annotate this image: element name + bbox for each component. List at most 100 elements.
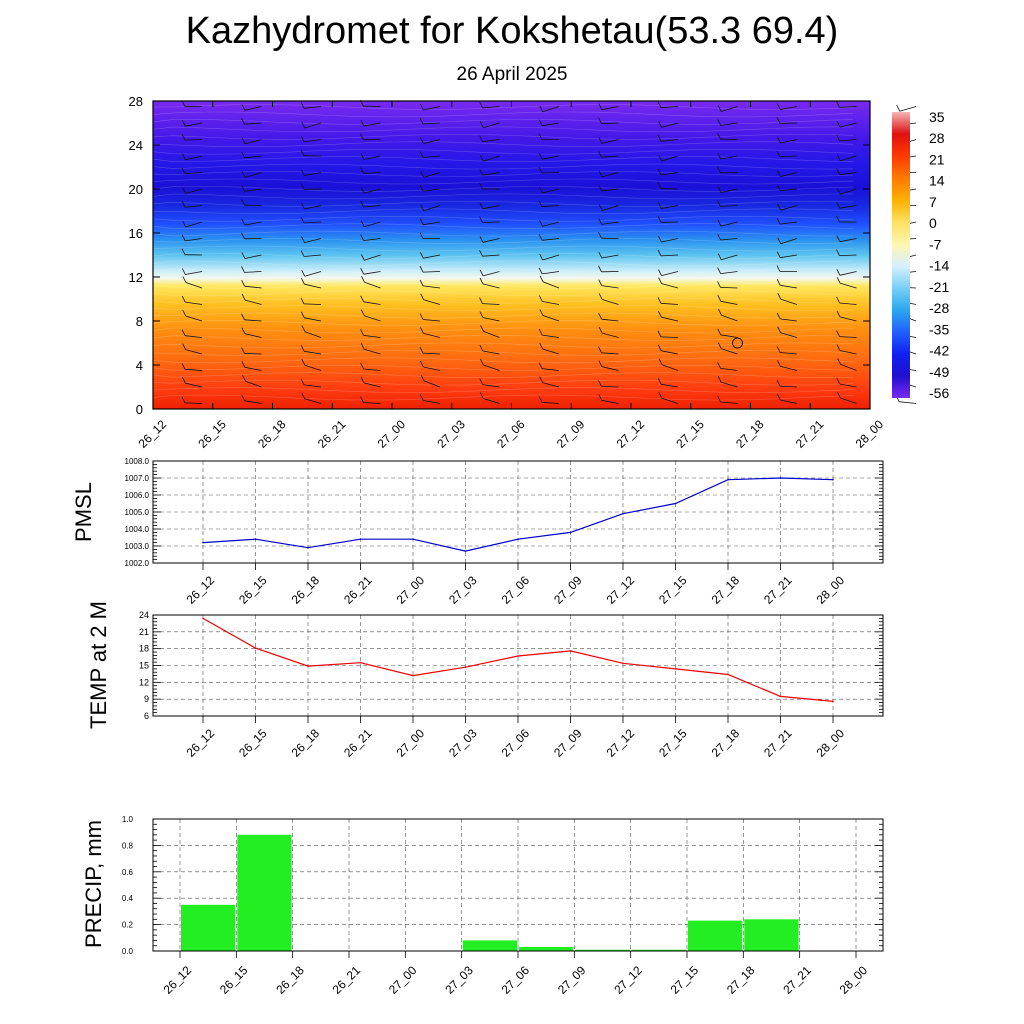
wind-barb — [601, 122, 619, 124]
wind-barb-flag — [658, 235, 662, 243]
wind-barb — [899, 106, 917, 112]
wind-barb-flag — [301, 278, 305, 285]
precip-bar — [688, 920, 743, 951]
wind-barb — [720, 334, 738, 338]
pmsl-panel: 1002.0 1003.0 1004.0 1005.0 1006.0 1007.0 1008… — [71, 457, 884, 607]
data-point — [464, 666, 467, 668]
y-tick-label: 16 — [129, 226, 143, 241]
data-point — [779, 477, 782, 479]
wind-barb — [422, 352, 441, 355]
x-tick-label: 27_15 — [656, 573, 690, 607]
wind-barb-flag — [598, 151, 602, 158]
wind-barb-flag — [300, 102, 305, 109]
wind-barb-flag — [181, 234, 186, 242]
colorbar-label: -42 — [929, 343, 949, 359]
wind-barb — [185, 349, 203, 355]
wind-barb-flag — [241, 104, 246, 111]
wind-barb — [660, 106, 679, 109]
contour-line — [152, 394, 854, 401]
precip-bar — [237, 834, 292, 951]
wind-barb — [304, 350, 322, 355]
data-point — [254, 647, 257, 649]
wind-barb-flag — [538, 362, 543, 369]
wind-barb-flag — [777, 170, 781, 177]
wind-barb — [780, 221, 798, 225]
data-point — [359, 661, 362, 664]
wind-barb — [422, 122, 441, 125]
y-tick-label: 9 — [144, 694, 149, 704]
x-tick-label: 27_21 — [761, 726, 795, 760]
wind-barb-flag — [182, 153, 186, 160]
contour-line — [153, 104, 854, 110]
wind-barb — [601, 188, 619, 192]
wind-barb-flag — [241, 151, 245, 158]
wind-barb — [601, 172, 619, 178]
wind-barb — [304, 238, 322, 243]
wind-barb — [184, 368, 203, 371]
wind-barb — [720, 300, 738, 305]
wind-barb-flag — [419, 313, 424, 320]
wind-barb — [364, 348, 381, 355]
wind-barb — [839, 205, 857, 209]
wind-barb-flag — [598, 346, 602, 353]
x-tick-label: 27_15 — [656, 726, 690, 760]
wind-barb-flag — [717, 328, 722, 335]
wind-barb — [602, 205, 619, 211]
data-point — [727, 673, 729, 676]
data-point — [569, 650, 572, 652]
wind-barb-flag — [776, 217, 781, 225]
wind-barb-flag — [360, 329, 364, 336]
contour-line — [152, 156, 854, 162]
wind-barb-flag — [657, 330, 662, 338]
wind-barb-flag — [658, 358, 663, 365]
wind-barb-flag — [241, 137, 246, 145]
wind-barb-flag — [419, 218, 424, 225]
wind-barb-flag — [301, 392, 306, 399]
x-tick-label: 27_18 — [709, 726, 743, 760]
wind-barb-flag — [658, 269, 662, 276]
wind-barb — [185, 238, 203, 242]
wind-barb-flag — [181, 248, 186, 255]
wind-barb — [839, 106, 857, 108]
wind-barb-flag — [598, 204, 603, 211]
wind-barb-flag — [479, 182, 483, 190]
wind-barb-flag — [360, 396, 364, 403]
wind-barb-flag — [538, 133, 543, 140]
wind-barb-flag — [776, 379, 781, 387]
y-tick-label: 0.2 — [122, 921, 134, 930]
x-tick-label: 27_09 — [554, 417, 588, 451]
wind-barb — [423, 333, 441, 338]
wind-barb-flag — [598, 279, 603, 286]
wind-barb — [482, 205, 500, 210]
colorbar-label: -35 — [929, 321, 949, 337]
wind-barb-flag — [360, 254, 365, 261]
wind-barb-flag — [717, 395, 721, 403]
wind-barb — [184, 172, 203, 175]
wind-barb — [542, 271, 560, 275]
wind-barb — [780, 205, 798, 211]
wind-barb — [542, 382, 560, 388]
precip-bar — [575, 949, 630, 951]
wind-barb-flag — [538, 234, 543, 241]
x-tick-label: 26_12 — [136, 417, 170, 451]
wind-barb-flag — [837, 391, 841, 399]
wind-barb-flag — [776, 184, 781, 191]
contour-line — [152, 186, 854, 192]
wind-barb-flag — [181, 167, 186, 174]
wind-barb — [185, 221, 203, 228]
wind-barb-flag — [836, 249, 840, 256]
wind-barb-flag — [419, 252, 424, 259]
wind-barb-flag — [598, 265, 602, 272]
x-tick-label: 26_12 — [184, 726, 218, 760]
wind-barb-flag — [539, 309, 544, 316]
wind-barb — [304, 172, 322, 176]
wind-barb — [185, 301, 203, 305]
wind-barb — [245, 380, 262, 388]
wind-barb-flag — [420, 103, 424, 111]
wind-barb-flag — [241, 394, 246, 401]
data-point — [779, 695, 782, 698]
wind-barb — [542, 368, 560, 371]
wind-barb — [542, 221, 560, 227]
y-tick-label: 24 — [129, 138, 143, 153]
contour-line — [152, 335, 853, 341]
